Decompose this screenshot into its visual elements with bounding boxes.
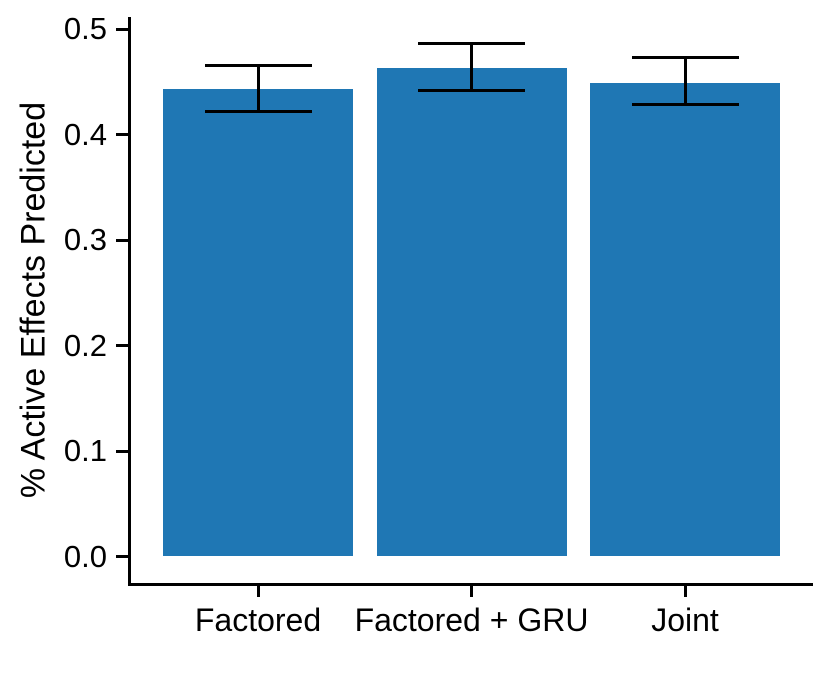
error-bar-cap-top [204, 64, 312, 68]
error-bar-cap-top [631, 55, 739, 59]
error-bar-cap-bottom [418, 88, 525, 92]
bar-factored [163, 89, 353, 557]
y-tick-label: 0.0 [63, 538, 107, 574]
error-bar-line [683, 57, 687, 105]
y-tick-label: 0.1 [63, 433, 107, 468]
x-axis-line [128, 583, 813, 586]
error-bar-line [470, 43, 473, 91]
x-tick-label: Factored [194, 602, 322, 638]
x-tick-mark [256, 586, 260, 597]
y-tick-mark [116, 449, 128, 453]
x-tick-label: Factored + GRU [354, 602, 589, 638]
y-tick-mark [116, 133, 128, 136]
y-tick-label: 0.3 [63, 222, 107, 257]
error-bar-cap-bottom [204, 109, 312, 113]
y-tick-label: 0.5 [63, 11, 107, 46]
y-tick-mark [116, 344, 128, 347]
y-tick-label: 0.2 [63, 327, 107, 363]
y-axis-line [128, 17, 131, 586]
y-tick-label: 0.4 [63, 116, 107, 152]
y-tick-mark [116, 27, 128, 31]
x-tick-mark [470, 586, 473, 597]
bar-joint [590, 82, 780, 557]
bar-factored-gru [376, 68, 567, 557]
x-tick-mark [683, 586, 687, 597]
x-tick-label: Joint [651, 602, 719, 638]
error-bar-cap-top [418, 42, 525, 46]
y-tick-mark [116, 238, 128, 242]
y-tick-mark [116, 555, 128, 558]
error-bar-line [256, 65, 260, 112]
error-bar-cap-bottom [631, 103, 739, 107]
